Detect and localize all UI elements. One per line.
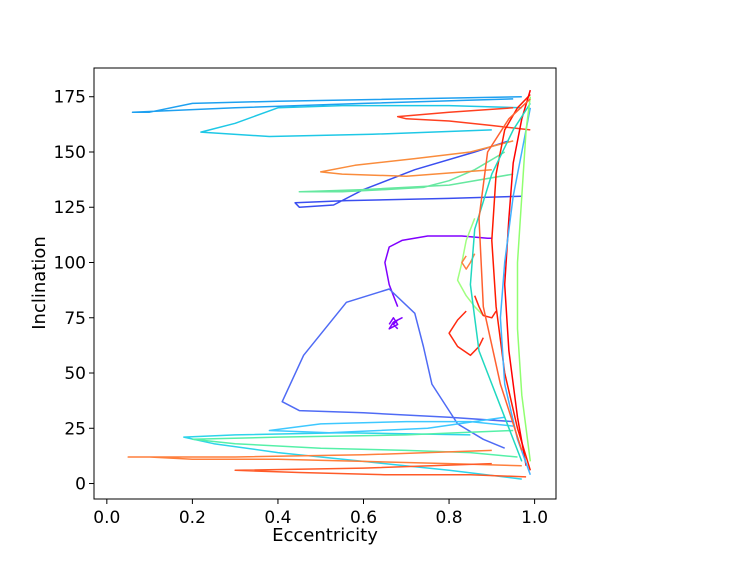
x-tick-label: 0.6	[350, 508, 377, 528]
x-axis: 0.0 0.2 0.4 0.6 0.8 1.0	[93, 499, 548, 528]
y-tick-label: 50	[64, 364, 86, 384]
y-tick-label: 150	[54, 143, 86, 163]
x-tick-label: 0.0	[93, 508, 120, 528]
y-tick-label: 125	[54, 198, 86, 218]
series-line	[131, 95, 522, 113]
y-tick-label: 175	[54, 88, 86, 108]
y-tick-label: 25	[64, 419, 86, 439]
series-line	[396, 107, 531, 131]
series-line	[516, 96, 532, 462]
series-line	[298, 151, 514, 193]
series-line	[456, 218, 484, 317]
y-tick-label: 75	[64, 309, 86, 329]
plot-frame	[93, 67, 557, 500]
y-tick-label: 0	[75, 475, 86, 495]
series-line	[268, 416, 514, 434]
series-line	[478, 98, 531, 451]
series-line	[474, 295, 497, 319]
series-line	[319, 140, 514, 178]
x-tick-label: 1.0	[521, 508, 548, 528]
x-tick-label: 0.8	[436, 508, 463, 528]
series-line	[281, 288, 514, 449]
series-line	[183, 431, 522, 480]
x-tick-label: 0.4	[264, 508, 291, 528]
series-line	[234, 462, 527, 478]
x-tick-label: 0.2	[179, 508, 206, 528]
series-line	[294, 140, 522, 208]
series-line	[127, 449, 522, 467]
series-line	[388, 317, 403, 330]
series-line	[469, 102, 531, 462]
series-layer	[127, 89, 532, 480]
y-axis: 0 25 50 75 100 125 150 175	[54, 88, 94, 495]
series-line	[200, 104, 522, 138]
y-tick-label: 100	[54, 254, 86, 274]
x-axis-title: Eccentricity	[272, 525, 378, 546]
y-axis-title: Inclination	[29, 236, 50, 330]
